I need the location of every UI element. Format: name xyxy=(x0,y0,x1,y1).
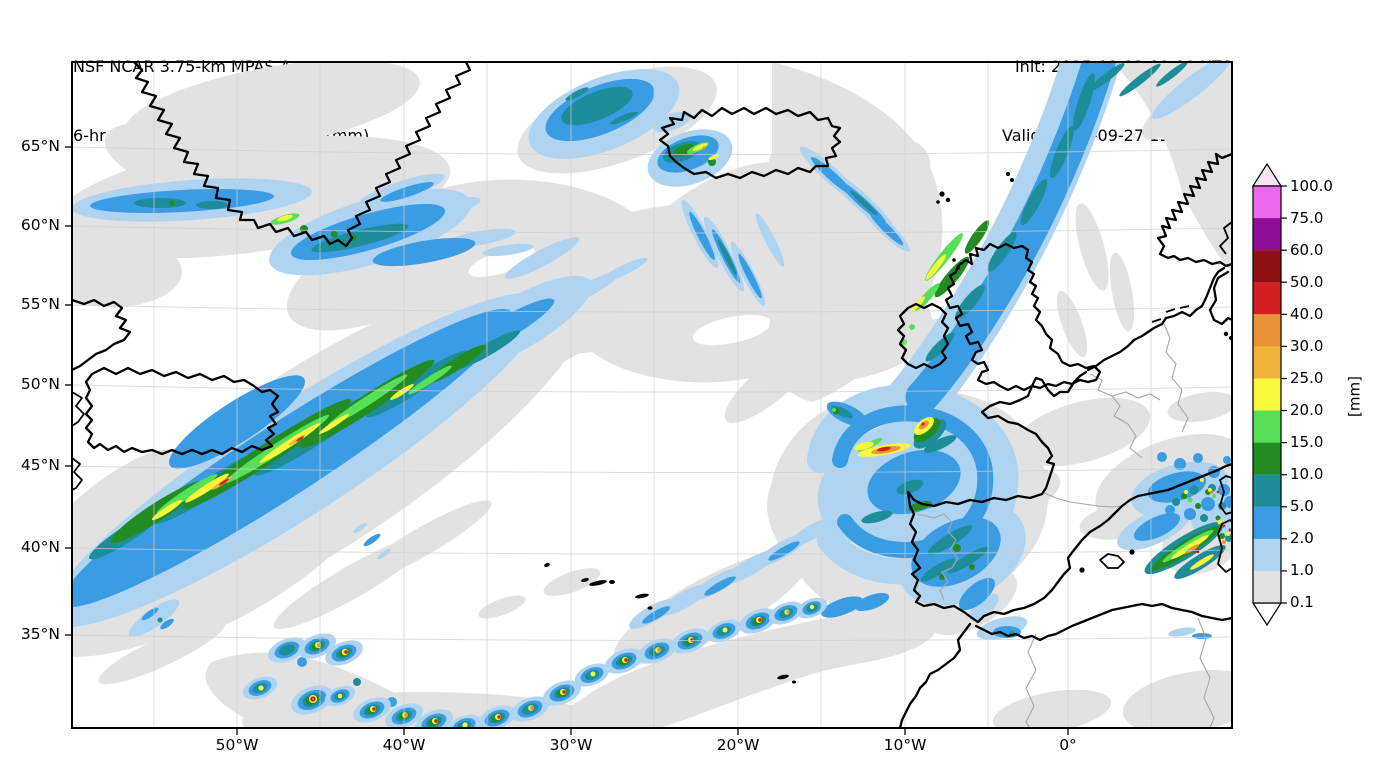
colorbar-over-arrow xyxy=(1251,162,1283,187)
cb-label-5: 5.0 xyxy=(1290,497,1314,515)
great-britain-coast xyxy=(944,242,1102,392)
convective-cells xyxy=(242,597,828,728)
latitude-ticks xyxy=(65,146,72,636)
cb-label-25: 25.0 xyxy=(1290,369,1324,387)
cb-label-50: 50.0 xyxy=(1290,273,1324,291)
colorbar-unit-label: [mm] xyxy=(1345,376,1364,417)
labrador-coast xyxy=(72,298,132,372)
cb-label-15: 15.0 xyxy=(1290,433,1324,451)
cb-label-2: 2.0 xyxy=(1290,529,1314,547)
france-iberia-coast xyxy=(906,370,1232,624)
lat-label-50n: 50°N xyxy=(20,375,60,393)
lat-label-65n: 65°N xyxy=(20,137,60,155)
lon-label-30w: 30°W xyxy=(549,736,593,754)
lon-label-10w: 10°W xyxy=(883,736,927,754)
lat-label-45n: 45°N xyxy=(20,456,60,474)
graticule xyxy=(72,62,1232,728)
ireland-coast xyxy=(896,302,950,370)
sweden-coast xyxy=(1219,221,1232,255)
corsica-coast xyxy=(1219,475,1232,515)
cb-label-60: 60.0 xyxy=(1290,241,1324,259)
norway-coast xyxy=(1156,152,1232,268)
mallorca-coast xyxy=(1099,553,1125,569)
cb-label-100: 100.0 xyxy=(1290,177,1333,195)
cb-label-1: 1.0 xyxy=(1290,561,1314,579)
iceland-coast xyxy=(658,106,842,180)
plot-frame xyxy=(65,61,1233,735)
faroe-islands xyxy=(936,191,951,204)
continental-north-coast xyxy=(1086,266,1226,372)
lat-label-60n: 60°N xyxy=(20,216,60,234)
country-borders xyxy=(916,323,1215,728)
denmark-coast xyxy=(1208,270,1232,326)
longitude-ticks xyxy=(236,728,1069,735)
sardinia-coast xyxy=(1217,519,1232,573)
colorbar-under-arrow xyxy=(1251,602,1283,627)
azores-islands xyxy=(544,563,653,610)
colorbar xyxy=(1251,162,1287,627)
lon-label-40w: 40°W xyxy=(382,736,426,754)
cb-label-75: 75.0 xyxy=(1290,209,1324,227)
hebrides-islands xyxy=(952,258,960,270)
cb-label-30: 30.0 xyxy=(1290,337,1324,355)
lat-label-55n: 55°N xyxy=(20,295,60,313)
coastlines xyxy=(72,62,1232,728)
africa-atlantic-coast xyxy=(898,622,972,728)
lat-label-35n: 35°N xyxy=(20,625,60,643)
cb-label-10: 10.0 xyxy=(1290,465,1324,483)
lon-label-20w: 20°W xyxy=(716,736,760,754)
cb-label-40: 40.0 xyxy=(1290,305,1324,323)
greenland-coast xyxy=(132,62,472,248)
madeira-islands xyxy=(777,674,796,684)
lon-label-0: 0° xyxy=(1059,736,1077,754)
precip-extreme-layer xyxy=(151,143,1232,570)
colorbar-ticks xyxy=(1281,185,1287,604)
africa-mediterranean-coast xyxy=(974,602,1232,642)
lat-label-40n: 40°N xyxy=(20,538,60,556)
lon-label-50w: 50°W xyxy=(215,736,259,754)
shetland-islands xyxy=(1006,172,1014,182)
cb-label-20: 20.0 xyxy=(1290,401,1324,419)
newfoundland-coast xyxy=(84,366,280,456)
cb-label-01: 0.1 xyxy=(1290,593,1314,611)
